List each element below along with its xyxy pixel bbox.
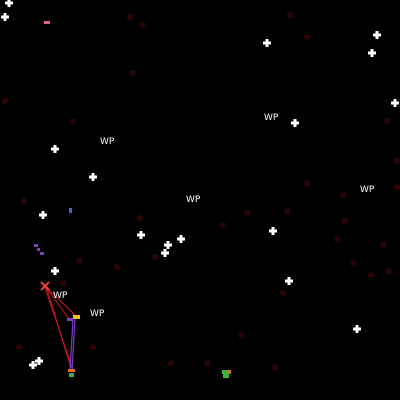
waypoint-label: WP [360, 185, 375, 195]
dim-star [76, 258, 82, 264]
dim-star [280, 290, 286, 296]
dim-star [272, 364, 278, 370]
dim-star [394, 158, 400, 164]
dim-star [238, 332, 244, 338]
star-system[interactable] [51, 267, 59, 275]
dim-star [340, 192, 346, 198]
waypoint-label: WP [90, 309, 105, 319]
dim-star [394, 184, 400, 190]
star-system[interactable] [291, 119, 299, 127]
fleet-marker-purple[interactable] [34, 244, 44, 255]
dim-star [368, 272, 374, 278]
star-system[interactable] [137, 231, 145, 239]
dim-star [137, 215, 143, 221]
waypoint-label: WP [53, 291, 68, 301]
star-system[interactable] [1, 13, 9, 21]
waypoint-label: WP [264, 113, 279, 123]
star-system[interactable] [5, 0, 13, 7]
dim-star [244, 210, 250, 216]
waypoint-label: WP [100, 137, 115, 147]
star-system[interactable] [391, 99, 399, 107]
star-system[interactable] [51, 145, 59, 153]
star-system[interactable] [177, 235, 185, 243]
dim-star [70, 118, 76, 124]
star-system[interactable] [373, 31, 381, 39]
ship-marker[interactable] [40, 281, 50, 291]
dim-star [140, 22, 146, 28]
star-system[interactable] [35, 357, 43, 365]
units-layer[interactable] [34, 21, 231, 378]
dim-star [60, 280, 66, 286]
route-line-alt [71, 317, 76, 373]
star-system[interactable] [29, 361, 37, 369]
dim-star [350, 260, 356, 266]
dim-star [130, 70, 136, 76]
dim-star [220, 222, 226, 228]
route-line-alt [69, 319, 74, 371]
routes-layer [43, 284, 77, 373]
star-system[interactable] [164, 241, 172, 249]
fleet-marker-blue[interactable] [69, 208, 72, 213]
fleet-marker-pink[interactable] [44, 21, 50, 24]
star-system[interactable] [39, 211, 47, 219]
dim-star [334, 236, 340, 242]
dim-star [152, 254, 158, 260]
dim-star [90, 344, 96, 350]
dim-star [21, 198, 27, 204]
waypoint-label: WP [186, 195, 201, 205]
dim-star [284, 208, 290, 214]
stars-layer[interactable] [1, 0, 399, 369]
star-system[interactable] [269, 227, 277, 235]
fleet-marker-green[interactable] [222, 370, 231, 378]
route-line [47, 289, 71, 321]
dim-stars-layer [2, 12, 400, 370]
dim-star [342, 218, 348, 224]
dim-star [168, 360, 174, 366]
dim-star [287, 12, 293, 18]
dim-star [16, 344, 22, 350]
dim-star [114, 264, 120, 270]
dim-star [127, 14, 133, 20]
star-system[interactable] [161, 249, 169, 257]
dim-star [204, 360, 210, 366]
dim-star [2, 98, 8, 104]
star-system[interactable] [285, 277, 293, 285]
dim-star [384, 118, 390, 124]
route-line [45, 285, 72, 369]
star-system[interactable] [89, 173, 97, 181]
dim-star [386, 268, 392, 274]
dim-star [304, 34, 310, 40]
waypoint-marker[interactable] [67, 315, 80, 321]
star-system[interactable] [263, 39, 271, 47]
waypoint-labels-layer: WP WP WP WP WP WP [53, 113, 375, 319]
fleet-marker-bottom[interactable] [68, 369, 75, 377]
star-system[interactable] [368, 49, 376, 57]
dim-star [304, 180, 310, 186]
star-system[interactable] [353, 325, 361, 333]
dim-star [380, 242, 386, 248]
route-line [45, 286, 77, 317]
